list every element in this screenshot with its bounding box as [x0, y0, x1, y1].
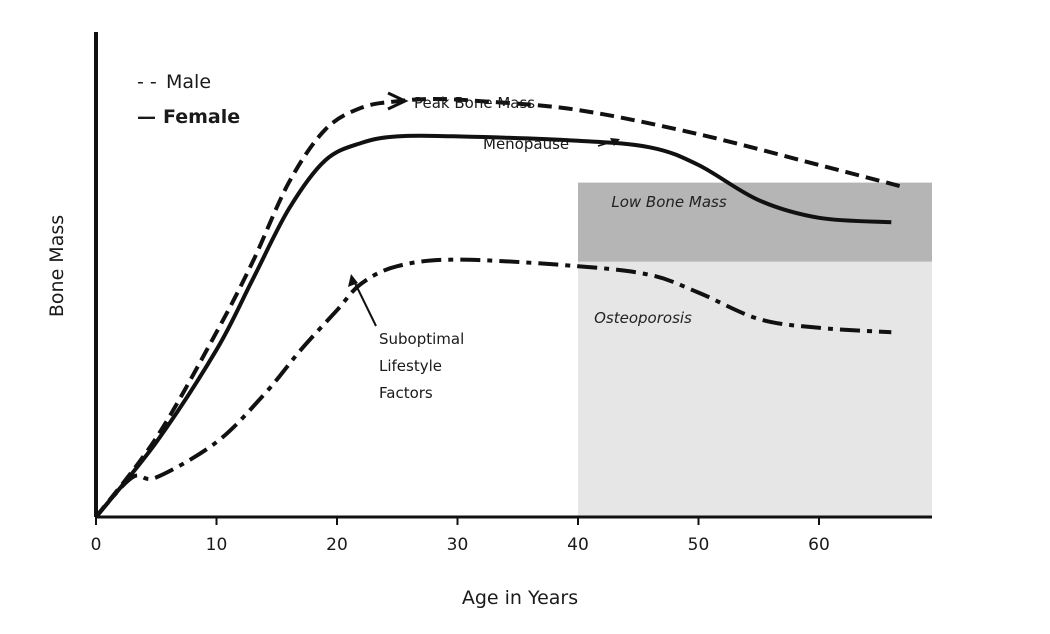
annotation-suboptimal-line3: Factors [379, 384, 433, 402]
region-label-osteoporosis: Osteoporosis [594, 309, 692, 327]
annotation-suboptimal-line2: Lifestyle [379, 357, 442, 375]
x-tick-label: 0 [91, 535, 102, 555]
series-layer [94, 97, 904, 519]
x-tick-label: 50 [688, 535, 710, 555]
legend-label-female: Female [163, 106, 240, 128]
ticks-layer: 0 10 20 30 40 50 60 [91, 517, 830, 555]
suboptimal-arrow-line [353, 280, 377, 327]
x-tick-label: 60 [808, 535, 830, 555]
series-line-female [94, 133, 892, 519]
region-label-low-bone-mass: Low Bone Mass [611, 193, 726, 211]
series-line-male [94, 97, 904, 519]
legend-marker-female: — [137, 106, 156, 128]
annotation-menopause: Menopause [483, 135, 569, 153]
series-line-suboptimal-lifestyle-factors [94, 257, 892, 519]
x-tick-label: 20 [326, 535, 348, 555]
regions-layer [578, 182, 932, 517]
y-axis-title: Bone Mass [46, 215, 68, 317]
x-tick-label: 10 [206, 535, 228, 555]
suboptimal-arrow-head [348, 274, 358, 287]
legend-label-male: Male [166, 71, 211, 93]
peak-bone-mass-pointer [387, 91, 409, 111]
legend: - - Male — Female [137, 71, 240, 128]
menopause-arrow-head [610, 138, 620, 146]
annotation-peak-bone-mass: Peak Bone Mass [414, 94, 535, 112]
annotation-suboptimal-line1: Suboptimal [379, 330, 464, 348]
x-tick-label: 30 [447, 535, 469, 555]
region-osteoporosis [578, 261, 932, 517]
axes-layer [94, 32, 932, 519]
legend-marker-male: - - [137, 71, 157, 93]
annotations-layer [348, 91, 620, 327]
x-tick-label: 40 [567, 535, 589, 555]
x-axis-title: Age in Years [462, 587, 578, 609]
